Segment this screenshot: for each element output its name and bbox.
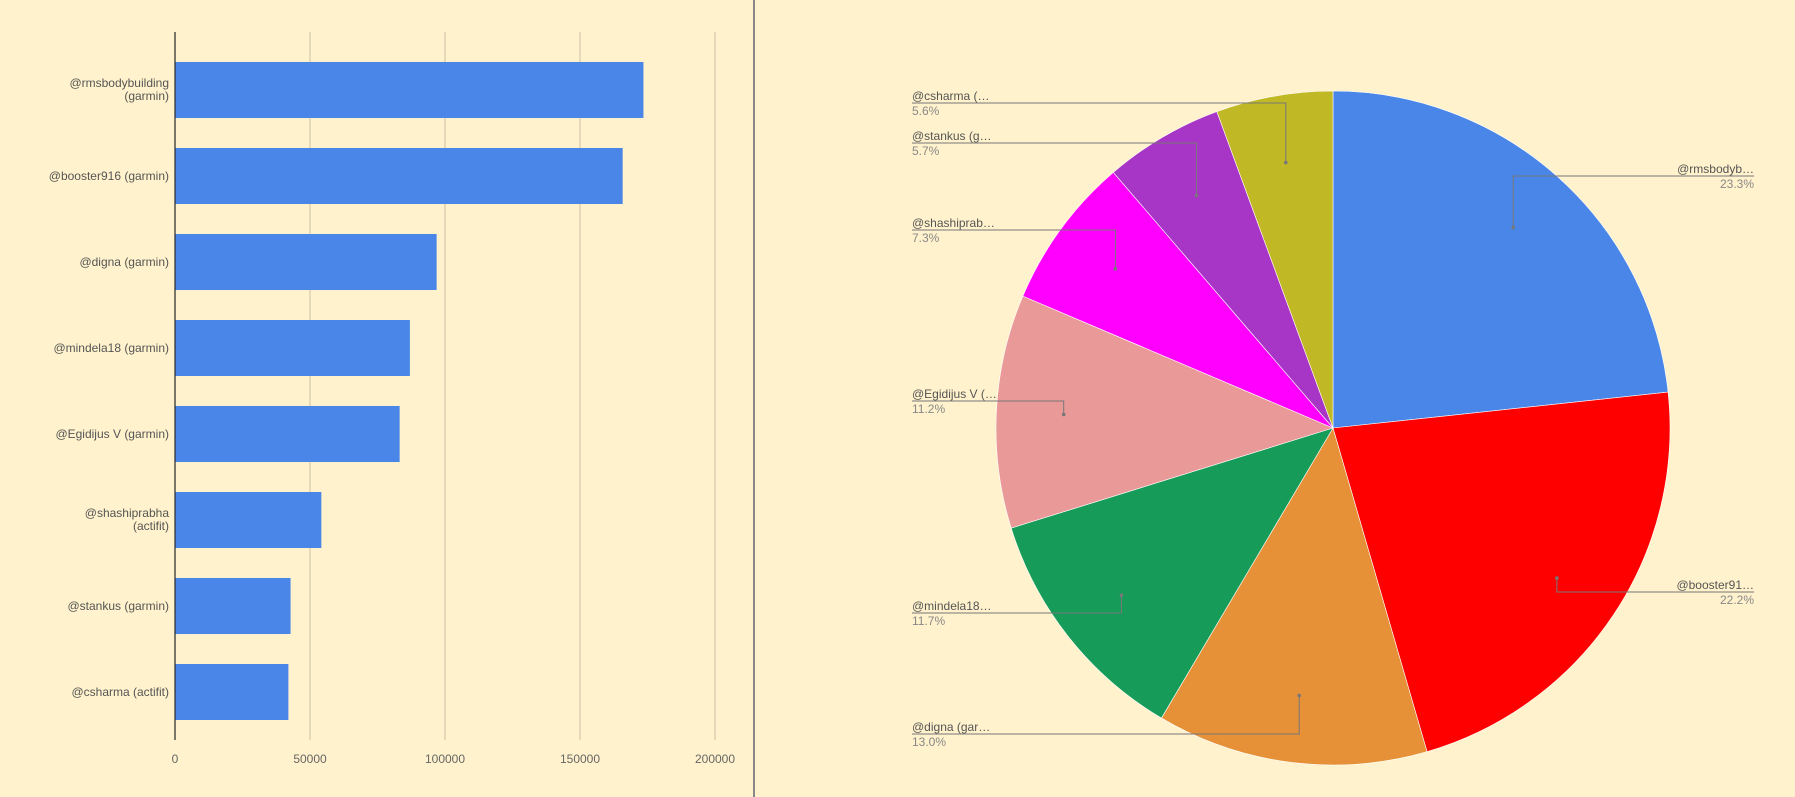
bar: [175, 148, 623, 204]
leader-line: [912, 400, 1065, 415]
pie-slice: [995, 295, 1334, 529]
category-label: @mindela18 (garmin): [53, 341, 169, 355]
leader-dot: [1113, 267, 1118, 271]
slice-label: @Egidijus V (…: [912, 387, 997, 401]
pie-slice: [1022, 172, 1334, 429]
slice-percent-label: 5.6%: [912, 104, 940, 118]
pie-slice: [1332, 391, 1671, 752]
pie-slice: [1332, 90, 1669, 429]
leader-dot: [1119, 593, 1124, 597]
leader-line: [1512, 175, 1754, 228]
category-label: @rmsbodybuilding (garmin): [69, 76, 169, 103]
bar: [175, 664, 289, 720]
leader-line: [912, 595, 1122, 614]
bar: [175, 406, 400, 462]
leader-dot: [1194, 193, 1199, 198]
x-tick-label: 100000: [425, 752, 465, 766]
category-label: @booster916 (garmin): [49, 169, 169, 183]
slice-percent-label: 13.0%: [912, 735, 946, 749]
bar: [175, 320, 410, 376]
pie-chart: @rmsbodyb…23.3% @booster91…22.2% @digna (g…: [912, 89, 1754, 766]
slice-label: @rmsbodyb…: [1677, 162, 1754, 176]
slice-label: @booster91…: [1676, 578, 1754, 592]
slice-label: @shashiprab…: [912, 216, 995, 230]
slice-label: @stankus (g…: [912, 129, 992, 143]
slice-percent-label: 7.3%: [912, 231, 940, 245]
category-label: @csharma (actifit): [71, 685, 169, 699]
category-label-line: @rmsbodybuilding: [69, 76, 169, 90]
pie-slice: [1161, 427, 1428, 766]
leader-dot: [1297, 693, 1301, 698]
bar: [175, 62, 644, 118]
pie-slice: [1010, 427, 1334, 719]
slice-percent-label: 11.2%: [912, 402, 945, 416]
slice-percent-label: 11.7%: [912, 614, 945, 628]
x-tick-label: 50000: [293, 752, 327, 766]
bar: [175, 234, 437, 290]
leader-dot: [1555, 576, 1559, 580]
pie-slice: [1216, 90, 1334, 429]
x-tick-label: 150000: [560, 752, 600, 766]
bar-chart: 0 50000 100000 150000 200000 @rmsbodybuilding…: [49, 32, 735, 766]
category-label-line: (garmin): [124, 89, 169, 103]
slice-label: @digna (gar…: [912, 720, 990, 734]
category-label: @Egidijus V (garmin): [55, 427, 169, 441]
slice-percent-label: 22.2%: [1720, 593, 1754, 607]
category-label: @digna (garmin): [79, 255, 169, 269]
leader-dot: [1511, 225, 1515, 230]
slice-percent-label: 23.3%: [1720, 177, 1754, 191]
category-label: @shashiprabha (actifit): [85, 506, 170, 533]
slice-label: @mindela18…: [912, 599, 992, 613]
x-tick-label: 0: [172, 752, 179, 766]
category-label: @stankus (garmin): [67, 599, 169, 613]
bar: [175, 492, 322, 548]
category-label-line: @shashiprabha: [85, 506, 170, 520]
slice-label: @csharma (…: [912, 89, 990, 103]
bar: [175, 578, 291, 634]
leader-dot: [1061, 412, 1066, 417]
leader-dot: [1284, 160, 1288, 165]
leader-line: [912, 102, 1287, 163]
leader-line: [912, 142, 1197, 196]
category-label-line: (actifit): [133, 519, 169, 533]
slice-percent-label: 5.7%: [912, 144, 940, 158]
x-tick-label: 200000: [695, 752, 735, 766]
leader-line: [1556, 578, 1754, 593]
leader-line: [912, 229, 1116, 269]
leader-line: [912, 695, 1300, 735]
